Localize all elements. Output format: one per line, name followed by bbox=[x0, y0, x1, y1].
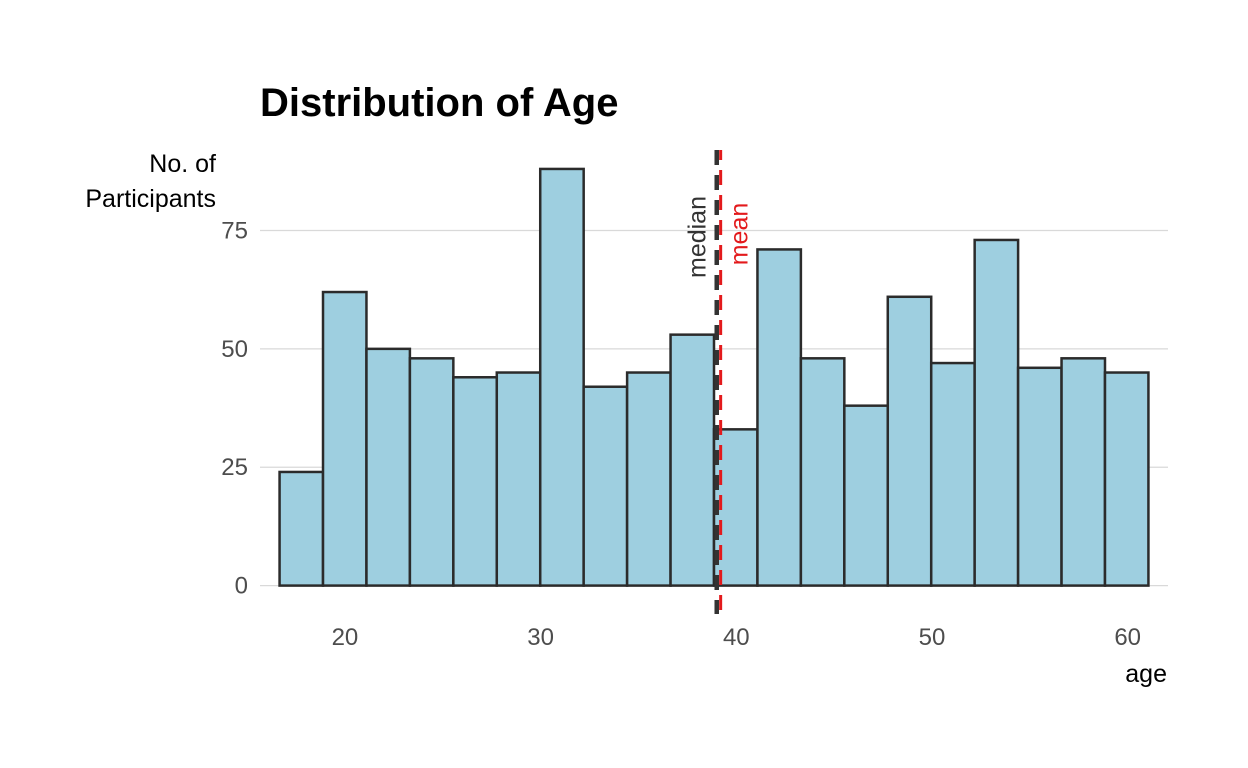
histogram-bar-10 bbox=[669, 333, 716, 587]
histogram-bar-6 bbox=[495, 371, 542, 587]
x-tick-label-20: 20 bbox=[332, 624, 359, 651]
histogram-bar-20 bbox=[1103, 371, 1150, 587]
reference-lines bbox=[714, 150, 723, 614]
histogram-bar-2 bbox=[321, 290, 368, 587]
histogram-bar-4 bbox=[408, 357, 455, 587]
histogram-bar-13 bbox=[799, 357, 846, 587]
histogram-bar-19 bbox=[1060, 357, 1107, 587]
y-tick-label-75: 75 bbox=[221, 217, 248, 244]
histogram-bar-7 bbox=[538, 167, 585, 587]
axis-ticks: 0 25 50 75 20 30 40 50 60 bbox=[221, 217, 1141, 651]
y-axis-label-line-2: Participants bbox=[85, 185, 216, 213]
histogram-bar-16 bbox=[929, 361, 976, 587]
histogram-bar-14 bbox=[843, 404, 890, 587]
y-tick-label-25: 25 bbox=[221, 454, 248, 481]
x-tick-label-60: 60 bbox=[1114, 624, 1141, 651]
histogram-bar-1 bbox=[278, 470, 325, 587]
histogram-bar-5 bbox=[452, 376, 499, 587]
histogram-bar-12 bbox=[756, 248, 803, 587]
y-tick-label-50: 50 bbox=[221, 336, 248, 363]
histogram-bar-9 bbox=[625, 371, 672, 587]
mean-label: mean bbox=[726, 203, 754, 266]
histogram-bar-18 bbox=[1016, 366, 1063, 587]
histogram-bar-3 bbox=[365, 347, 412, 587]
chart-title: Distribution of Age bbox=[260, 81, 618, 125]
histogram-bar-15 bbox=[886, 295, 933, 587]
median-label: median bbox=[684, 196, 712, 278]
y-tick-label-0: 0 bbox=[235, 573, 248, 600]
x-tick-label-50: 50 bbox=[919, 624, 946, 651]
x-tick-label-30: 30 bbox=[527, 624, 554, 651]
x-tick-label-40: 40 bbox=[723, 624, 750, 651]
x-axis-label: age bbox=[1125, 660, 1167, 688]
y-axis-label-line-1: No. of bbox=[149, 150, 216, 178]
histogram-bars bbox=[278, 167, 1150, 587]
histogram-bar-8 bbox=[582, 385, 629, 587]
histogram-bar-17 bbox=[973, 238, 1020, 587]
